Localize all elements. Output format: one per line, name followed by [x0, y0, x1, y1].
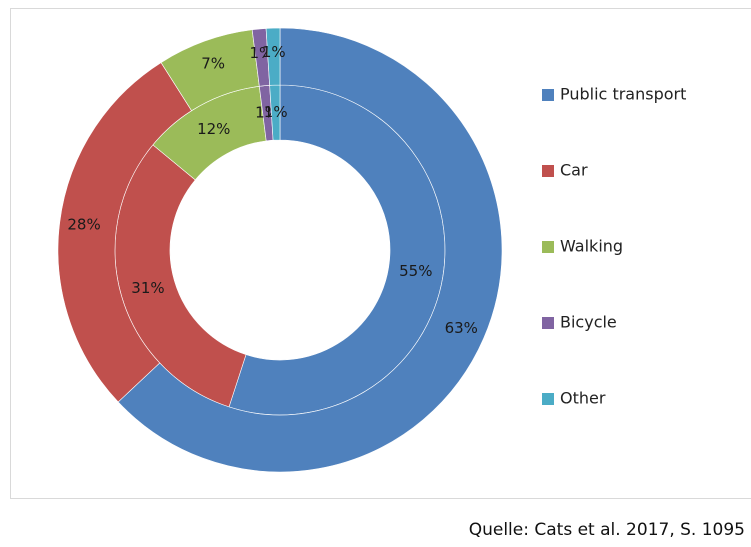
legend-label: Car [560, 161, 588, 180]
data-label: 55% [399, 262, 432, 280]
data-label: 7% [201, 55, 225, 73]
legend-label: Walking [560, 237, 623, 256]
legend-swatch [542, 393, 554, 405]
legend-swatch [542, 165, 554, 177]
legend-swatch [542, 89, 554, 101]
data-label: 1% [262, 43, 286, 61]
legend-label: Bicycle [560, 313, 617, 332]
chart-frame [10, 8, 751, 499]
data-label: 1% [264, 103, 288, 121]
donut-slice [57, 62, 193, 403]
source-note: Quelle: Cats et al. 2017, S. 1095 [469, 520, 745, 540]
data-label: 63% [445, 319, 478, 337]
data-label: 12% [197, 120, 230, 138]
data-label: 31% [131, 279, 164, 297]
legend-swatch [542, 241, 554, 253]
data-label: 28% [67, 216, 100, 234]
legend-label: Public transport [560, 85, 686, 104]
legend-swatch [542, 317, 554, 329]
legend-label: Other [560, 389, 606, 408]
donut-slice [117, 27, 503, 473]
donut-slice [265, 27, 281, 86]
